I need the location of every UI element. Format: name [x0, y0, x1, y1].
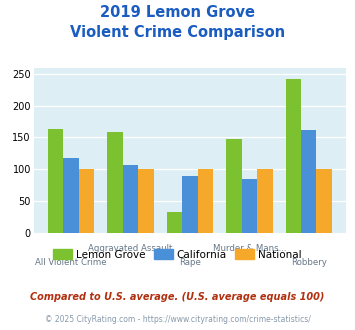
Bar [198, 169, 213, 233]
Text: Compared to U.S. average. (U.S. average equals 100): Compared to U.S. average. (U.S. average … [30, 292, 325, 302]
Bar [182, 176, 198, 233]
Text: Aggravated Assault: Aggravated Assault [88, 244, 173, 253]
Text: Rape: Rape [179, 258, 201, 267]
Bar [226, 139, 242, 233]
Bar [79, 169, 94, 233]
Bar [167, 212, 182, 233]
Bar [48, 129, 64, 233]
Text: © 2025 CityRating.com - https://www.cityrating.com/crime-statistics/: © 2025 CityRating.com - https://www.city… [45, 315, 310, 324]
Text: Violent Crime Comparison: Violent Crime Comparison [70, 25, 285, 40]
Legend: Lemon Grove, California, National: Lemon Grove, California, National [49, 245, 306, 264]
Bar [107, 132, 123, 233]
Text: All Violent Crime: All Violent Crime [35, 258, 107, 267]
Bar [316, 169, 332, 233]
Bar [242, 179, 257, 233]
Bar [64, 158, 79, 233]
Text: Robbery: Robbery [291, 258, 327, 267]
Bar [285, 79, 301, 233]
Bar [138, 169, 154, 233]
Bar [123, 165, 138, 233]
Text: Murder & Mans...: Murder & Mans... [213, 244, 286, 253]
Bar [301, 130, 316, 233]
Text: 2019 Lemon Grove: 2019 Lemon Grove [100, 5, 255, 20]
Bar [257, 169, 273, 233]
